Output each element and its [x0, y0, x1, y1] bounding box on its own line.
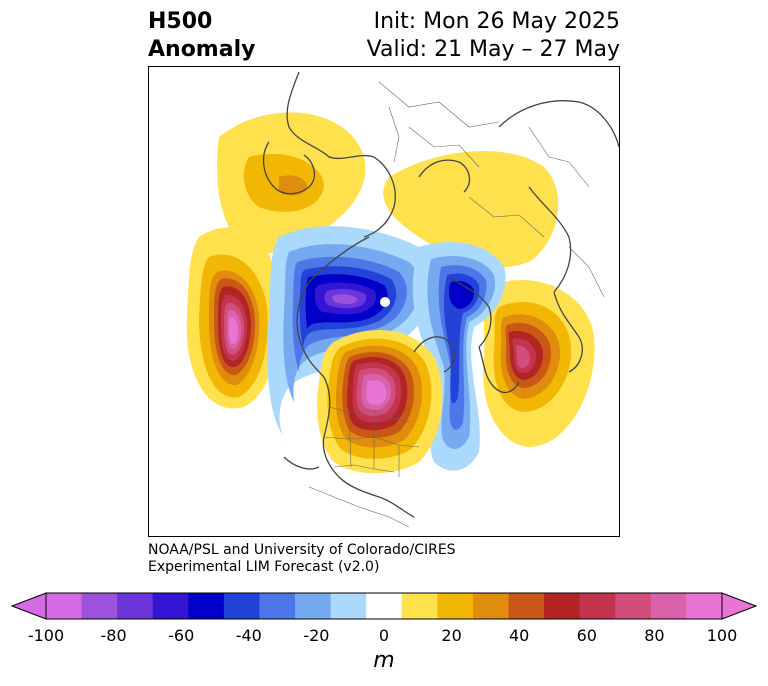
colorbar-tick-label: -20: [303, 626, 330, 645]
map-panel: [148, 66, 620, 537]
colorbar-arrow-min: [10, 592, 47, 620]
map-dates: Init: Mon 26 May 2025 Valid: 21 May – 27…: [367, 8, 620, 64]
anomaly-trough-west: [267, 226, 435, 442]
colorbar-swatch: [401, 593, 438, 619]
pole-marker: [380, 297, 390, 307]
colorbar-swatch: [223, 593, 260, 619]
credit-text: NOAA/PSL and University of Colorado/CIRE…: [148, 542, 456, 576]
valid-range: Valid: 21 May – 27 May: [366, 37, 620, 62]
colorbar-unit: m: [373, 648, 395, 673]
colorbar-swatch: [615, 593, 652, 619]
colorbar-swatch: [437, 593, 474, 619]
coastlines: [262, 71, 619, 518]
credit-line-2: Experimental LIM Forecast (v2.0): [148, 559, 380, 575]
colorbar-swatch: [152, 593, 189, 619]
colorbar-tick-label: 100: [706, 626, 738, 645]
colorbar-tick-label: 40: [509, 626, 530, 645]
anomaly-ridge-eurasia: [383, 150, 559, 268]
colorbar-swatch: [366, 593, 403, 619]
colorbar-swatch: [579, 593, 616, 619]
colorbar-tick-label: -100: [27, 626, 65, 645]
credit-line-1: NOAA/PSL and University of Colorado/CIRE…: [148, 542, 456, 558]
anomaly-ridge-east: [483, 280, 595, 447]
colorbar-swatch: [544, 593, 581, 619]
colorbar-swatch: [295, 593, 332, 619]
colorbar: [10, 592, 758, 620]
colorbar-swatch: [46, 593, 83, 619]
borders: [308, 81, 605, 528]
colorbar-swatch: [472, 593, 510, 619]
colorbar-swatch: [686, 593, 723, 619]
init-date: Init: Mon 26 May 2025: [373, 9, 620, 34]
colorbar-arrow-max: [721, 592, 758, 620]
colorbar-tick-label: 0: [378, 626, 390, 645]
colorbar-swatch: [81, 593, 118, 619]
anomaly-map: [186, 71, 619, 528]
colorbar-swatch: [259, 593, 296, 619]
colorbar-swatch: [188, 593, 225, 619]
colorbar-tick-label: 80: [644, 626, 665, 645]
title-type: Anomaly: [148, 37, 256, 62]
anomaly-ridge-central: [317, 330, 443, 474]
colorbar-tick-label: 20: [441, 626, 462, 645]
colorbar-swatch: [508, 593, 545, 619]
colorbar-tick-label: -40: [235, 626, 262, 645]
anomaly-ridge-west: [186, 112, 366, 409]
colorbar-tick-label: -80: [100, 626, 127, 645]
colorbar-swatch: [330, 593, 367, 619]
colorbar-outline: [45, 592, 723, 620]
colorbar-swatch: [650, 593, 687, 619]
colorbar-tick-label: 60: [576, 626, 597, 645]
colorbar-tick-label: -60: [168, 626, 195, 645]
colorbar-swatch: [117, 593, 154, 619]
map-title: H500 Anomaly: [148, 8, 255, 64]
title-variable: H500: [148, 9, 213, 34]
